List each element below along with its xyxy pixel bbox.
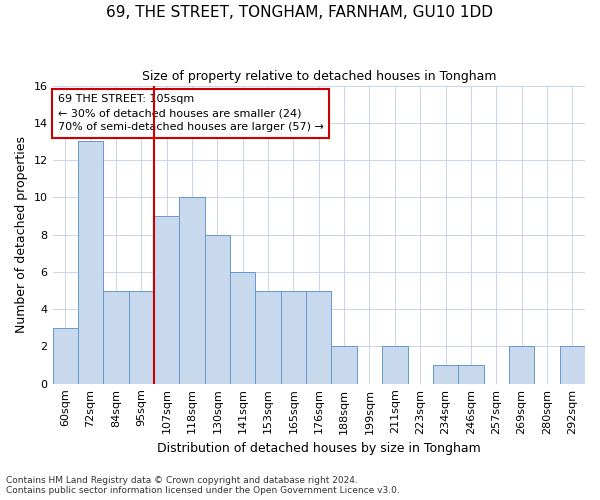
- Bar: [382, 346, 407, 384]
- Bar: [205, 234, 230, 384]
- Bar: [458, 365, 484, 384]
- Bar: [230, 272, 256, 384]
- Text: 69 THE STREET: 105sqm
← 30% of detached houses are smaller (24)
70% of semi-deta: 69 THE STREET: 105sqm ← 30% of detached …: [58, 94, 324, 132]
- Bar: [560, 346, 585, 384]
- Bar: [433, 365, 458, 384]
- Bar: [509, 346, 534, 384]
- X-axis label: Distribution of detached houses by size in Tongham: Distribution of detached houses by size …: [157, 442, 481, 455]
- Bar: [306, 290, 331, 384]
- Bar: [78, 142, 103, 384]
- Bar: [179, 198, 205, 384]
- Bar: [128, 290, 154, 384]
- Bar: [53, 328, 78, 384]
- Y-axis label: Number of detached properties: Number of detached properties: [15, 136, 28, 333]
- Bar: [103, 290, 128, 384]
- Bar: [256, 290, 281, 384]
- Title: Size of property relative to detached houses in Tongham: Size of property relative to detached ho…: [142, 70, 496, 83]
- Bar: [331, 346, 357, 384]
- Bar: [281, 290, 306, 384]
- Bar: [154, 216, 179, 384]
- Text: Contains HM Land Registry data © Crown copyright and database right 2024.
Contai: Contains HM Land Registry data © Crown c…: [6, 476, 400, 495]
- Text: 69, THE STREET, TONGHAM, FARNHAM, GU10 1DD: 69, THE STREET, TONGHAM, FARNHAM, GU10 1…: [107, 5, 493, 20]
